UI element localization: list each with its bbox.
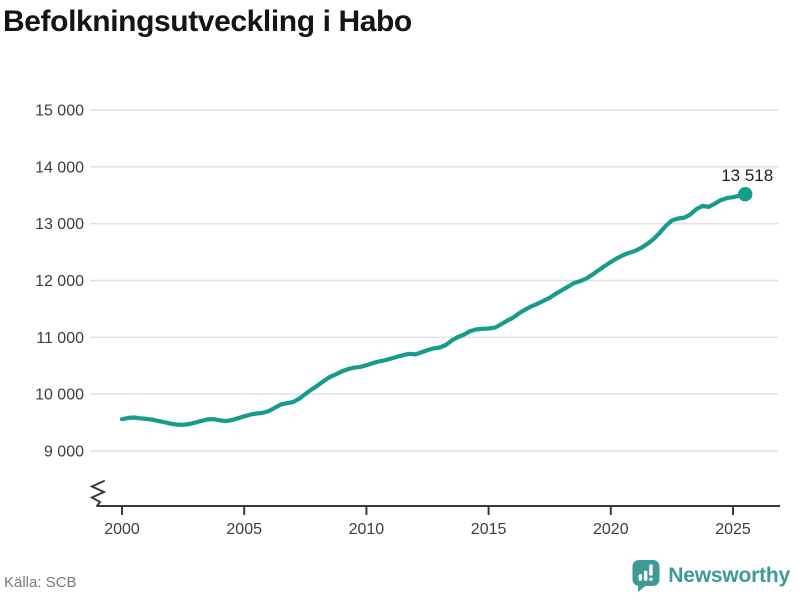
- y-tick-label: 13 000: [35, 216, 84, 233]
- source-note: Källa: SCB: [4, 574, 77, 591]
- y-tick-label: 10 000: [35, 387, 84, 404]
- x-tick-label: 2025: [715, 521, 751, 538]
- gridlines: [90, 109, 778, 452]
- newsworthy-logo: Newsworthy: [631, 559, 790, 593]
- newsworthy-bar-chart-bubble-icon: [631, 559, 661, 593]
- y-axis-labels: 9 000 10 000 11 000 12 000 13 000 14 000 15 00…: [35, 103, 84, 461]
- newsworthy-wordmark: Newsworthy: [668, 564, 790, 587]
- y-tick-label: 12 000: [35, 273, 84, 290]
- y-tick-label: 9 000: [44, 444, 84, 461]
- y-axis-break-icon: [89, 480, 107, 507]
- x-tick-label: 2015: [471, 521, 507, 538]
- series-end-value-label: 13 518: [721, 166, 773, 185]
- population-series-line: [119, 192, 748, 427]
- y-tick-label: 14 000: [35, 159, 84, 176]
- series-end-dot: [738, 187, 753, 202]
- y-tick-label: 15 000: [35, 103, 84, 120]
- x-tick-label: 2010: [349, 521, 385, 538]
- x-tick-label: 2000: [104, 521, 140, 538]
- x-axis-ticks: 2000 2005 2010 2015 2020 2025: [104, 506, 751, 538]
- y-tick-label: 11 000: [36, 330, 84, 347]
- x-tick-label: 2005: [226, 521, 262, 538]
- chart-title: Befolkningsutveckling i Habo: [3, 5, 412, 38]
- x-tick-label: 2020: [593, 521, 629, 538]
